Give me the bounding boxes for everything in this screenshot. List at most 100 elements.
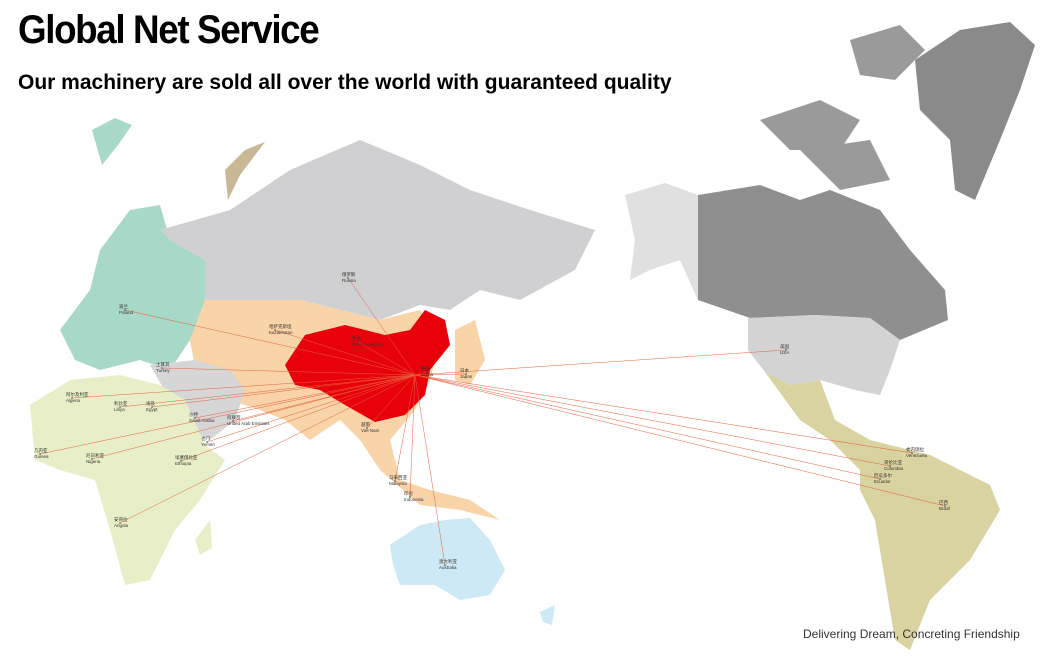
location-dot [911,452,913,454]
country-name-cn: 沙特 [189,411,198,417]
country-name-en: Ecuador [874,479,891,484]
country-name-en: Ethiopia [175,461,192,466]
country-name-en: Saudi Arabia [189,418,215,423]
trade-link [409,374,416,498]
location-dot [465,373,467,375]
location-dot [161,367,163,369]
country-name-en: Viet Nam [361,428,380,433]
country-name-cn: 澳大利亚 [439,558,457,565]
country-name-en: United Arab Emirates [227,421,270,426]
location-dot [426,371,428,373]
country-name-en: Outer Mongolia [352,342,383,347]
trade-link [39,374,416,455]
country-name-cn: 俄罗斯 [342,271,356,278]
country-name-cn: 韩国 [421,365,430,372]
country-name-cn: 哈萨克斯坦 [269,323,292,330]
country-name-cn: 波兰 [119,303,128,310]
trade-link [414,374,946,507]
trade-link [366,374,416,429]
location-dot [785,349,787,351]
country-name-en: USA [780,350,789,355]
country-name-cn: 哥伦比亚 [884,459,902,466]
trade-link [91,374,416,460]
country-name-cn: 越南 [361,421,370,428]
location-dot [124,309,126,311]
slogan: Delivering Dream, Concreting Friendship [803,627,1020,641]
location-dot [180,460,182,462]
country-name-cn: 厄瓜多尔 [874,472,892,479]
country-name-en: Venezuela [906,453,928,458]
title: Global Net Service [18,8,320,52]
location-dot [39,453,41,455]
location-dot [119,406,121,408]
location-dot [232,420,234,422]
country-name-cn: 也门 [201,435,210,442]
country-name-cn: 埃塞俄比亚 [175,454,198,461]
country-name-cn: 马来西亚 [389,474,407,481]
country-name-en: Yemen [201,442,215,447]
trade-link [124,309,416,376]
location-dot [151,406,153,408]
location-dot [889,465,891,467]
trade-link [206,374,416,443]
location-dot [444,564,446,566]
country-name-en: Angola [114,523,129,528]
trade-link [71,374,416,399]
trade-link [274,329,416,376]
trade-link [414,349,787,376]
country-name-en: Egypt [146,407,158,412]
trade-link [414,374,913,454]
location-dot [879,478,881,480]
location-dot [71,397,73,399]
country-name-cn: 土耳其 [156,361,170,368]
country-name-cn: 阿尔及利亚 [66,391,89,398]
trade-link [161,367,416,376]
country-name-en: Japan [460,374,473,379]
location-dot [194,417,196,419]
location-dot [409,496,411,498]
country-name-cn: 印尼 [404,490,413,497]
country-name-cn: 美国 [780,343,789,350]
trade-link [357,341,416,376]
country-name-en: Indonesia [404,497,424,502]
trade-link [394,374,416,482]
country-name-en: Algeria [66,398,81,403]
country-name-cn: 巴西 [939,500,948,506]
trade-link [414,373,467,376]
country-name-cn: 阿联酋 [227,414,241,421]
location-dot [347,277,349,279]
country-name-en: Brazil [939,506,950,511]
country-name-cn: 利比亚 [114,400,128,407]
trade-link [180,374,416,462]
country-name-en: Korea [421,372,434,377]
trade-links [39,277,946,566]
country-name-en: Kazakhstan [269,330,293,335]
country-name-cn: 委内瑞拉 [906,446,924,453]
country-name-en: Colombia [884,466,904,471]
trade-link [151,374,416,408]
country-name-en: Poland [119,310,134,315]
trade-link [414,374,881,480]
country-name-cn: 埃及 [146,400,155,407]
country-name-cn: 蒙古 [352,335,361,342]
trade-link [119,374,416,524]
country-name-cn: 几内亚 [34,447,48,454]
location-dot [274,329,276,331]
country-name-en: Malaysia [389,481,407,486]
location-dot [206,441,208,443]
trade-link [414,374,891,467]
trade-link [414,371,428,376]
trade-link [347,277,416,376]
country-name-en: Nigeria [86,459,101,464]
location-dot [119,522,121,524]
country-name-en: Australia [439,565,457,570]
country-name-en: Guinea [34,454,49,459]
country-name-cn: 安哥拉 [114,516,128,523]
location-dot [366,427,368,429]
location-dot [394,480,396,482]
subtitle: Our machinery are sold all over the worl… [18,71,672,94]
country-name-en: Turkey [156,368,170,373]
